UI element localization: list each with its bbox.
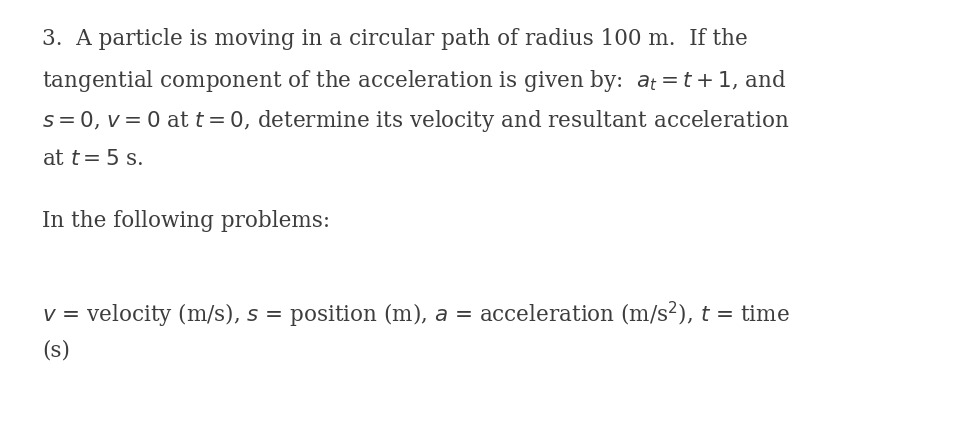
Text: tangential component of the acceleration is given by:  $a_t = t + 1$, and: tangential component of the acceleration…: [42, 68, 787, 94]
Text: In the following problems:: In the following problems:: [42, 210, 330, 232]
Text: 3.  A particle is moving in a circular path of radius 100 m.  If the: 3. A particle is moving in a circular pa…: [42, 28, 748, 50]
Text: (s): (s): [42, 340, 70, 362]
Text: $v$ = velocity (m/s), $s$ = position (m), $a$ = acceleration (m/s$^2$), $t$ = ti: $v$ = velocity (m/s), $s$ = position (m)…: [42, 300, 790, 330]
Text: $s = 0$, $v = 0$ at $t = 0$, determine its velocity and resultant acceleration: $s = 0$, $v = 0$ at $t = 0$, determine i…: [42, 108, 790, 134]
Text: at $t = 5$ s.: at $t = 5$ s.: [42, 148, 143, 170]
